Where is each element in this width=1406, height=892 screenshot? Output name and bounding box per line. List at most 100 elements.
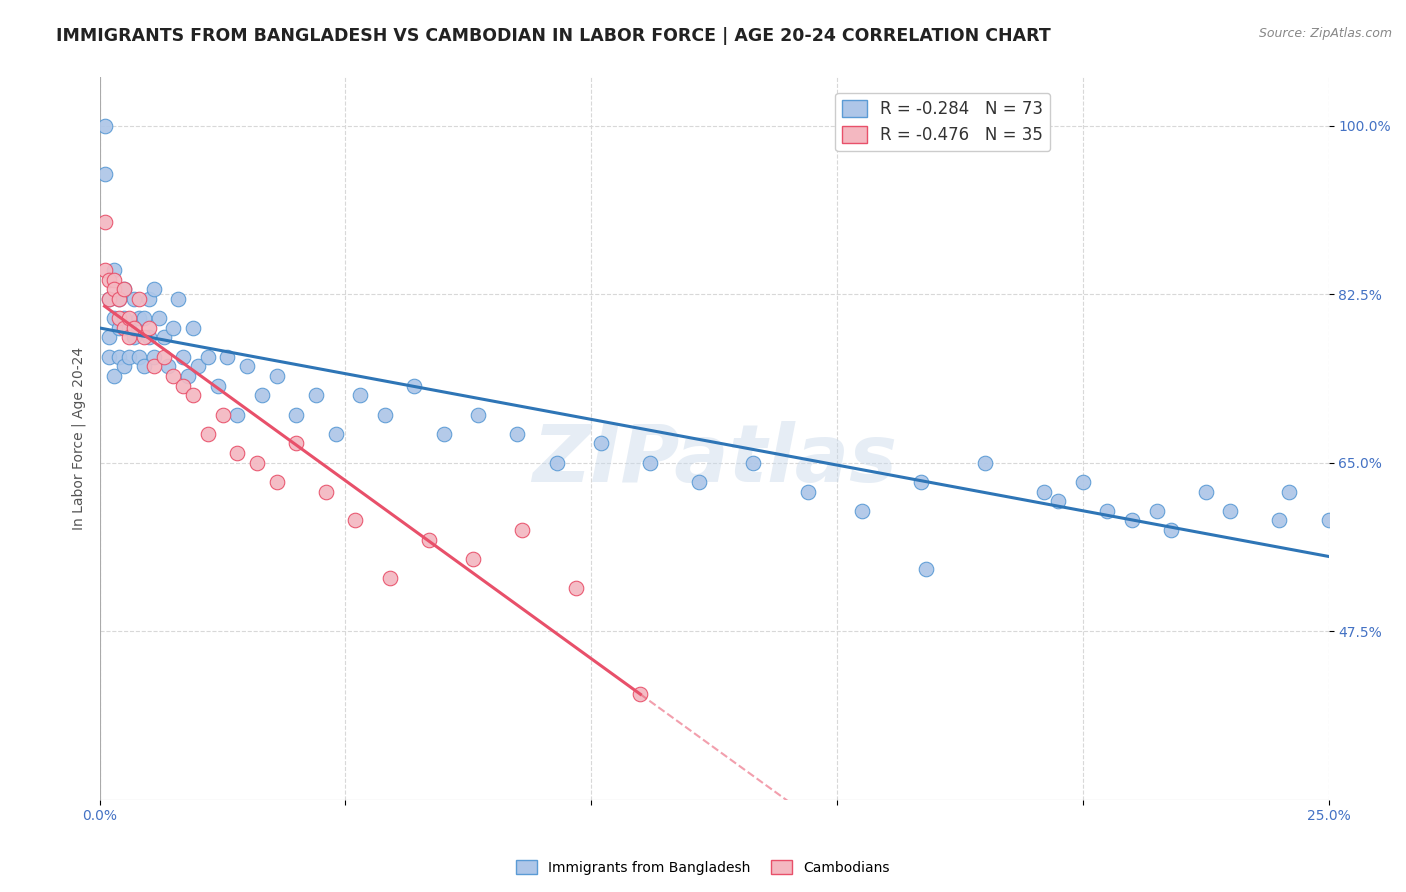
Point xyxy=(112,311,135,326)
Point xyxy=(103,369,125,384)
Point xyxy=(108,292,131,306)
Point xyxy=(181,321,204,335)
Point xyxy=(138,330,160,344)
Point xyxy=(463,552,485,566)
Point xyxy=(157,359,180,374)
Point xyxy=(1121,513,1143,527)
Point xyxy=(103,273,125,287)
Point xyxy=(112,282,135,296)
Point xyxy=(266,475,288,489)
Point xyxy=(378,571,401,585)
Point xyxy=(197,350,219,364)
Point xyxy=(98,273,121,287)
Point xyxy=(217,350,239,364)
Point xyxy=(211,408,233,422)
Point xyxy=(172,378,194,392)
Legend: Immigrants from Bangladesh, Cambodians: Immigrants from Bangladesh, Cambodians xyxy=(510,855,896,880)
Point xyxy=(467,408,489,422)
Point xyxy=(112,321,135,335)
Point xyxy=(118,330,141,344)
Point xyxy=(285,408,308,422)
Point xyxy=(591,436,613,450)
Point xyxy=(98,292,121,306)
Point xyxy=(418,533,440,547)
Point xyxy=(628,687,651,701)
Point xyxy=(1097,504,1119,518)
Point xyxy=(851,504,873,518)
Point xyxy=(1317,513,1340,527)
Point xyxy=(93,215,115,229)
Point xyxy=(226,446,249,460)
Point xyxy=(565,581,588,595)
Point xyxy=(914,561,936,575)
Point xyxy=(973,456,995,470)
Point xyxy=(152,330,174,344)
Point xyxy=(138,321,160,335)
Point xyxy=(112,359,135,374)
Point xyxy=(512,523,534,537)
Point xyxy=(103,263,125,277)
Point xyxy=(305,388,328,402)
Point xyxy=(433,426,456,441)
Point xyxy=(98,350,121,364)
Point xyxy=(93,119,115,133)
Point xyxy=(1278,484,1301,499)
Point xyxy=(118,321,141,335)
Point xyxy=(118,311,141,326)
Point xyxy=(132,330,155,344)
Point xyxy=(108,311,131,326)
Point xyxy=(285,436,308,450)
Point xyxy=(1160,523,1182,537)
Point xyxy=(910,475,932,489)
Point xyxy=(1195,484,1218,499)
Point xyxy=(132,311,155,326)
Text: ZIPatlas: ZIPatlas xyxy=(531,421,897,500)
Point xyxy=(108,321,131,335)
Point xyxy=(344,513,367,527)
Point xyxy=(226,408,249,422)
Point xyxy=(93,167,115,181)
Point xyxy=(207,378,229,392)
Point xyxy=(122,321,145,335)
Point xyxy=(266,369,288,384)
Point xyxy=(122,330,145,344)
Point xyxy=(122,292,145,306)
Point xyxy=(93,263,115,277)
Point xyxy=(152,350,174,364)
Point xyxy=(118,350,141,364)
Point xyxy=(546,456,568,470)
Point xyxy=(325,426,347,441)
Point xyxy=(506,426,529,441)
Point xyxy=(177,369,200,384)
Point xyxy=(108,350,131,364)
Point xyxy=(1268,513,1291,527)
Point xyxy=(1146,504,1168,518)
Point xyxy=(1047,494,1070,508)
Point xyxy=(796,484,818,499)
Point xyxy=(132,359,155,374)
Point xyxy=(172,350,194,364)
Point xyxy=(142,350,165,364)
Legend: R = -0.284   N = 73, R = -0.476   N = 35: R = -0.284 N = 73, R = -0.476 N = 35 xyxy=(835,93,1050,151)
Point xyxy=(128,292,150,306)
Point xyxy=(638,456,661,470)
Point xyxy=(108,292,131,306)
Point xyxy=(315,484,337,499)
Point xyxy=(112,282,135,296)
Point xyxy=(162,369,184,384)
Text: IMMIGRANTS FROM BANGLADESH VS CAMBODIAN IN LABOR FORCE | AGE 20-24 CORRELATION C: IMMIGRANTS FROM BANGLADESH VS CAMBODIAN … xyxy=(56,27,1052,45)
Y-axis label: In Labor Force | Age 20-24: In Labor Force | Age 20-24 xyxy=(72,347,86,530)
Point xyxy=(1032,484,1054,499)
Point xyxy=(742,456,765,470)
Point xyxy=(128,311,150,326)
Point xyxy=(103,282,125,296)
Point xyxy=(142,282,165,296)
Point xyxy=(1219,504,1241,518)
Point xyxy=(128,350,150,364)
Point xyxy=(688,475,710,489)
Point xyxy=(142,359,165,374)
Point xyxy=(246,456,269,470)
Point xyxy=(236,359,259,374)
Point xyxy=(349,388,371,402)
Point xyxy=(250,388,273,402)
